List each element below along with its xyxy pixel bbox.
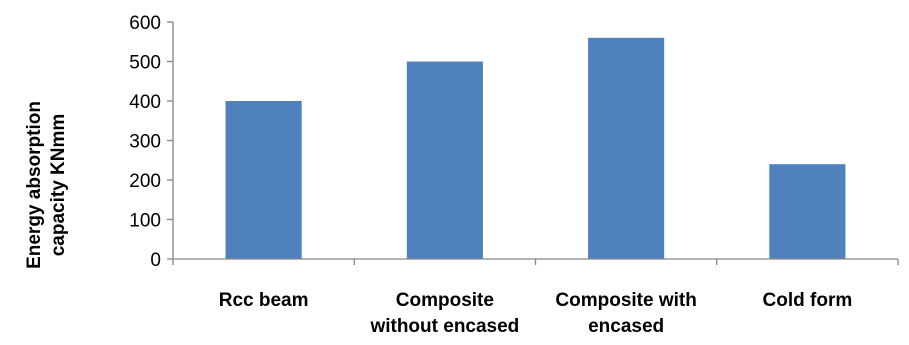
x-tick-label: Composite without encased (369, 290, 519, 337)
y-tick-label: 200 (129, 171, 161, 192)
bar (588, 37, 665, 259)
bars (225, 37, 846, 259)
bar (769, 164, 846, 259)
y-tick-label: 600 (129, 13, 161, 34)
x-tick-label: Cold form (763, 290, 853, 311)
x-tick-label: Rcc beam (219, 290, 309, 311)
y-tick-label: 300 (129, 132, 161, 153)
y-tick-label: 100 (129, 211, 161, 232)
bar (406, 61, 483, 259)
y-tick-label: 500 (129, 53, 161, 74)
x-category-labels: Rcc beam Composite without encased Composit… (219, 290, 853, 337)
y-axis-title: Energy absorption capacity KNmm (24, 101, 69, 269)
y-tick-label: 0 (150, 250, 161, 271)
y-axis-title-line-1: Energy absorption (24, 101, 45, 269)
bar (225, 101, 302, 259)
y-axis-title-line-2: capacity KNmm (48, 114, 69, 257)
y-axis: 0 100 200 300 400 500 600 (129, 13, 174, 271)
y-tick-label: 400 (129, 92, 161, 113)
x-tick-label: Composite with encased (555, 290, 696, 337)
x-axis (172, 258, 899, 265)
